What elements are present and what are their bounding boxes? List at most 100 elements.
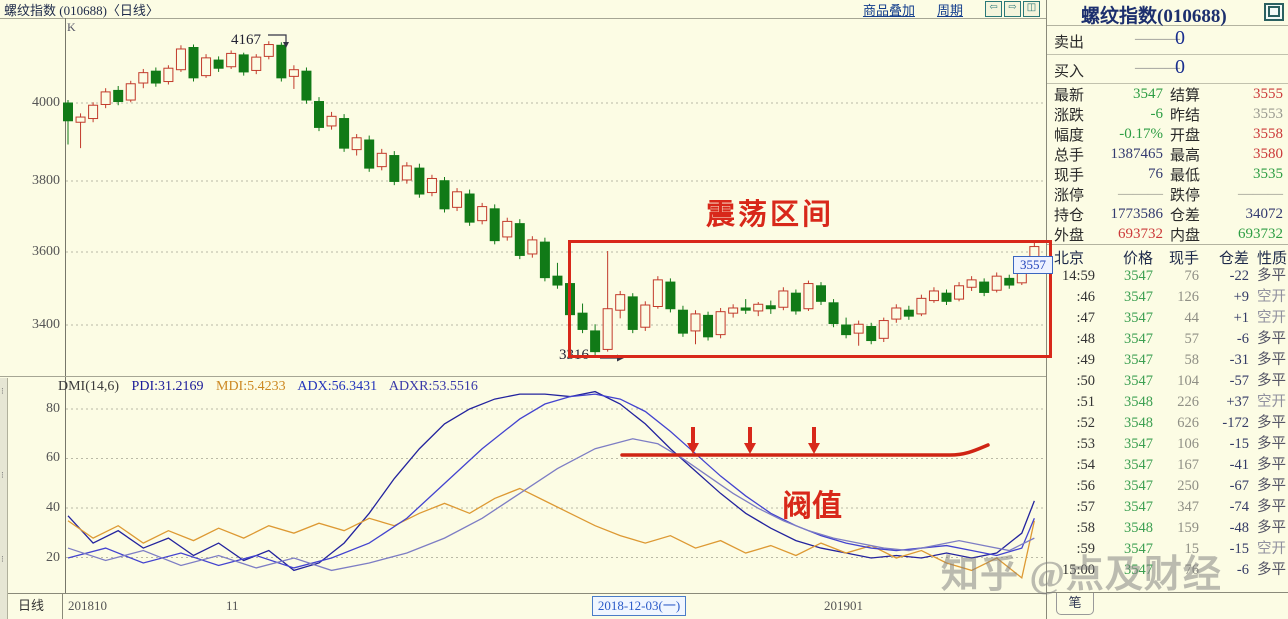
period-tab-daily[interactable]: 日线 [0, 594, 63, 619]
tick-cell: 347 [1177, 499, 1199, 515]
panel-splitter-handle[interactable]: ⁝ ⁝ ⁝ [0, 378, 8, 619]
split-screen-icon[interactable]: ◫ [1023, 1, 1040, 17]
indicator-header: DMI(14,6) PDI:31.2169 MDI:5.4233 ADX:56.… [58, 379, 487, 395]
tick-cell: 空开 [1257, 289, 1286, 305]
tick-row: :53 3547 106 -15 多平 [1047, 434, 1288, 455]
tick-cell: +37 [1226, 394, 1249, 410]
buy-label: 买入 [1054, 64, 1085, 80]
dmi-tick-60: 60 [46, 450, 60, 465]
tick-cell: 3548 [1124, 520, 1153, 536]
xaxis-label-201810: 201810 [68, 598, 107, 613]
buy-qty: 0 [1175, 56, 1185, 78]
dmi-tick-20: 20 [46, 550, 60, 565]
quote-label: 涨停 [1054, 187, 1085, 204]
quote-label: 最低 [1170, 167, 1201, 184]
quote-label: 涨跌 [1054, 107, 1085, 124]
tick-cell: 3547 [1124, 457, 1153, 473]
tick-cell: 多平 [1257, 331, 1286, 347]
tick-cell: 多平 [1257, 373, 1286, 389]
threshold-line [620, 443, 990, 457]
indicator-name: DMI(14,6) [58, 379, 120, 394]
quote-panel-footer: 笔 [1047, 592, 1288, 619]
quote-value: 34072 [1245, 205, 1284, 222]
tick-row: 14:59 3547 76 -22 多平 [1047, 266, 1288, 287]
tick-cell: :49 [1076, 352, 1095, 368]
chart-title-bar: 螺纹指数 (010688)〈日线〉 商品叠加 周期 ⇦ ⇨ ◫ [0, 0, 1046, 19]
tab-tick-detail[interactable]: 笔 [1056, 593, 1094, 615]
quote-value: 76 [1148, 165, 1163, 182]
chart-title: 螺纹指数 (010688)〈日线〉 [4, 2, 159, 18]
tick-cell: -6 [1236, 562, 1249, 578]
quote-value: 3580 [1253, 145, 1283, 162]
tick-cell: :46 [1076, 289, 1095, 305]
back-arrow-icon[interactable]: ⇦ [985, 1, 1002, 17]
tick-cell: -22 [1229, 268, 1249, 284]
dmi-tick-80: 80 [46, 401, 60, 416]
tick-cell: :50 [1076, 373, 1095, 389]
peak-arrow [268, 34, 289, 48]
tick-cell: 3547 [1124, 289, 1153, 305]
quote-value: 1773586 [1110, 205, 1164, 222]
peak-price-annotation: 4167 [231, 32, 261, 48]
price-tick-3600: 3600 [32, 244, 60, 259]
tick-cell: -48 [1229, 520, 1249, 536]
quote-value: 3555 [1253, 85, 1283, 102]
tick-header-cell: 性质 [1257, 251, 1288, 267]
kline-corner-label: K [67, 20, 76, 34]
tick-cell: -172 [1222, 415, 1249, 431]
forward-arrow-icon[interactable]: ⇨ [1004, 1, 1021, 17]
threshold-arrows [687, 427, 820, 454]
quote-value: 3553 [1253, 105, 1283, 122]
quote-grid: 最新 3547 结算 3555 涨跌 -6 昨结 3553 幅度 -0.17% 开盘 3558 总手 13… [1047, 84, 1288, 245]
cursor-date-box[interactable]: 2018-12-03(一) [592, 596, 686, 616]
period-link[interactable]: 周期 [936, 2, 963, 18]
tick-header-cell: 现手 [1168, 251, 1199, 267]
quote-label: 持仓 [1054, 207, 1085, 224]
tick-cell: +9 [1233, 289, 1249, 305]
threshold-annotation-label: 阀值 [782, 490, 842, 523]
quote-label: 最新 [1054, 87, 1085, 104]
dmi-line-adxr [67, 438, 1035, 572]
dmi-line-mdi [67, 487, 1035, 580]
time-axis-bar: 日线 201810 11 2018-12-03(一) 201901 [0, 593, 1046, 619]
restore-window-icon[interactable] [1264, 3, 1284, 21]
quote-label: 现手 [1054, 167, 1085, 184]
tick-row: :52 3548 626 -172 多平 [1047, 413, 1288, 434]
tick-cell: 3547 [1124, 436, 1153, 452]
quote-value: 693732 [1118, 225, 1163, 242]
tick-cell: :53 [1076, 436, 1095, 452]
tick-cell: 250 [1177, 478, 1199, 494]
tick-cell: :47 [1076, 310, 1095, 326]
tick-header-cell: 价格 [1122, 251, 1153, 267]
dmi-line-pdi [67, 390, 1035, 572]
tick-cell: 多平 [1257, 499, 1286, 515]
tick-cell: 3547 [1124, 331, 1153, 347]
tick-cell: 3547 [1124, 352, 1153, 368]
tick-cell: -41 [1229, 457, 1249, 473]
tick-cell: 多平 [1257, 478, 1286, 494]
tick-row: :51 3548 226 +37 空开 [1047, 392, 1288, 413]
quote-value: 1387465 [1110, 145, 1164, 162]
dmi-tick-40: 40 [46, 500, 60, 515]
tick-cell: 626 [1177, 415, 1199, 431]
quote-value: 3558 [1253, 125, 1283, 142]
tick-cell: :58 [1076, 520, 1095, 536]
tick-cell: 3548 [1124, 415, 1153, 431]
tick-cell: -57 [1229, 373, 1249, 389]
oscillation-range-label: 震荡区间 [706, 199, 835, 231]
tick-cell: 多平 [1257, 562, 1286, 578]
tick-cell: 14:59 [1061, 268, 1095, 284]
dmi-indicator-lines [67, 390, 1035, 580]
tick-cell: 多平 [1257, 415, 1286, 431]
quote-panel-title: 螺纹指数(010688) [1081, 6, 1227, 27]
tick-cell: 15:00 [1061, 562, 1095, 578]
tick-cell: 159 [1177, 520, 1199, 536]
tick-cell: :51 [1076, 394, 1095, 410]
tick-cell: -15 [1229, 541, 1249, 557]
tick-row: :50 3547 104 -57 多平 [1047, 371, 1288, 392]
tick-cell: 15 [1184, 541, 1200, 557]
tick-cell: 167 [1177, 457, 1199, 473]
quote-panel-header: 螺纹指数(010688) [1047, 0, 1288, 27]
overlay-link[interactable]: 商品叠加 [862, 2, 915, 18]
